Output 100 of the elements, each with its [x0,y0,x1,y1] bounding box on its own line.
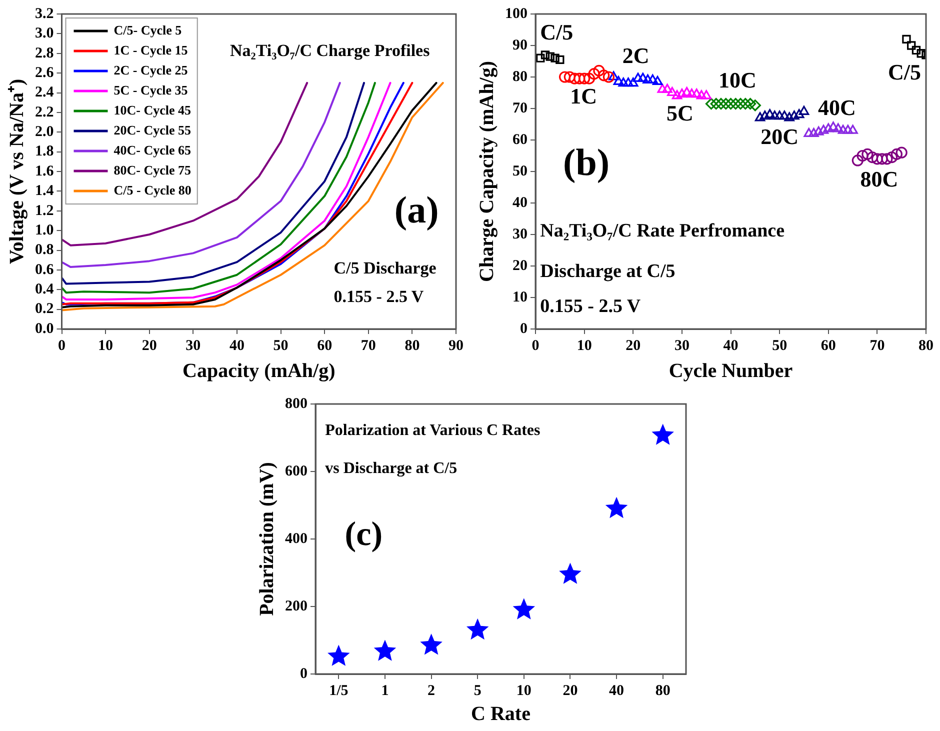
point [902,34,911,44]
x-tick-label: 60 [820,338,836,354]
x-tick-label: 5 [474,682,482,699]
point [558,71,571,83]
y-tick-label: 80 [512,68,528,85]
point [652,76,663,86]
annotation: 80C [860,166,898,192]
legend-label: 5C - Cycle 35 [114,82,188,98]
point [328,644,350,666]
point [770,110,780,120]
x-tick-label: 40 [609,682,624,699]
point [813,126,824,136]
point [848,124,858,134]
legend-label: C/5- Cycle 5 [114,22,182,38]
legend-label: 40C- Cycle 65 [114,142,192,158]
point [852,154,864,166]
point [701,90,712,100]
annotation: 20C [760,124,799,150]
x-tick-label: 30 [186,338,201,354]
point [896,146,908,158]
point [420,634,442,655]
point [667,86,678,96]
point [556,55,564,64]
x-tick-label: 0 [58,338,66,354]
x-tick-label: 60 [317,338,332,354]
point [588,68,600,80]
point [890,148,903,160]
point [564,71,576,83]
point [916,49,926,58]
point [774,110,785,120]
annotation: 1C [570,83,597,108]
point [574,72,586,84]
point [598,70,610,82]
point [724,98,737,110]
point [740,98,752,110]
point [866,152,878,164]
point [593,64,605,76]
annotation: C/5 [888,60,922,85]
y-tick-label: 0.2 [35,301,54,318]
y-tick-label: 20 [512,258,528,274]
point [550,54,560,62]
x-tick-label: 80 [404,338,420,354]
point [608,71,619,80]
point [578,72,590,84]
x-tick-label: 20 [626,338,641,354]
y-tick-label: 0.8 [35,242,54,258]
point [744,98,756,110]
point [912,46,921,55]
point [808,128,819,137]
y-tick-label: 40 [512,194,528,211]
point [613,76,624,86]
x-tick-label: 70 [870,338,885,354]
y-tick-label: 1.4 [35,183,54,200]
x-axis-title: C Rate [471,703,531,726]
point [583,72,595,84]
x-tick-label: 80 [655,682,670,699]
x-tick-label: 10 [98,338,114,354]
legend-label: 10C- Cycle 45 [114,102,192,118]
y-tick-label: 0.4 [35,282,54,298]
point [559,562,582,584]
point [715,98,727,110]
y-tick-label: 2.8 [35,45,54,62]
y-tick-label: 1.8 [35,144,54,160]
y-tick-label: 60 [512,132,528,148]
point [833,123,844,132]
point [886,152,898,164]
point [662,84,672,93]
x-tick-label: 30 [674,338,690,354]
point [466,618,489,640]
annotation: Discharge at C/5 [540,261,676,282]
point [686,88,697,98]
point [784,112,794,122]
x-tick-label: 50 [772,338,788,354]
annotation: 10C [718,68,756,93]
y-axis-title: Charge Capacity (mAh/g) [476,60,498,282]
annotation: 2C [622,43,650,68]
point [779,110,790,120]
x-tick-label: 10 [576,338,592,354]
point [794,109,804,118]
y-tick-label: 1.6 [35,163,54,180]
point [734,98,746,110]
y-tick-label: 0.6 [35,262,54,278]
y-tick-label: 0 [300,666,308,682]
point [623,78,634,87]
point [881,153,893,165]
x-tick-label: 40 [723,338,738,354]
point [652,424,674,445]
annotation: 0.155 - 2.5 V [334,286,424,306]
point [648,74,658,84]
y-tick-label: 400 [285,530,308,547]
annotation: 0.155 - 2.5 V [540,296,641,317]
legend-label: 2C - Cycle 25 [114,62,188,78]
point [730,98,742,110]
point [536,54,545,62]
y-tick-label: 90 [512,37,528,54]
x-axis-title: Capacity (mAh/g) [182,360,336,382]
annotation: vs Discharge at C/5 [325,460,458,477]
x-tick-label: 20 [562,682,578,699]
point [749,100,761,112]
y-axis-title: Polarization (mV) [256,462,278,616]
